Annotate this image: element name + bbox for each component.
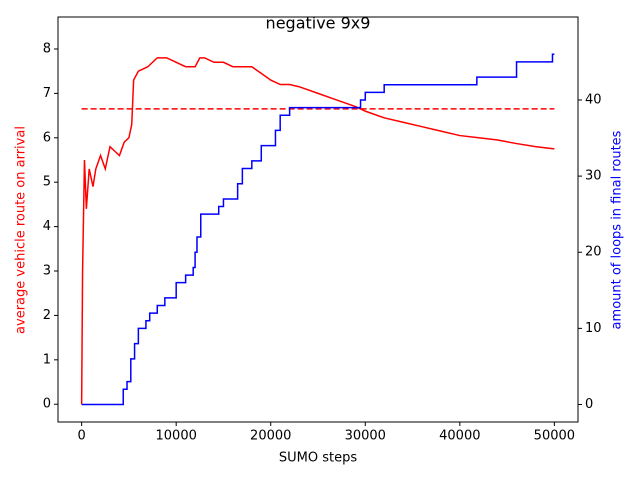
y-tick-label: 2 (43, 308, 51, 323)
x-tick-label: 20000 (250, 429, 291, 444)
y2-tick-label: 40 (585, 92, 602, 107)
x-tick-label: 30000 (345, 429, 386, 444)
x-tick-label: 50000 (534, 429, 575, 444)
chart-title: negative 9x9 (266, 14, 371, 33)
x-tick-label: 10000 (156, 429, 197, 444)
y2-tick-label: 0 (585, 397, 593, 412)
y-tick-label: 4 (43, 219, 51, 234)
y-tick-label: 1 (43, 352, 51, 367)
x-axis-label: SUMO steps (279, 451, 357, 466)
data-line (80, 57, 555, 405)
plot-frame (57, 16, 579, 423)
data-line (81, 53, 555, 406)
y-tick-label: 3 (43, 264, 51, 279)
x-tick-label: 40000 (439, 429, 480, 444)
y-tick-label: 8 (43, 41, 51, 56)
y-tick-label: 5 (43, 175, 51, 190)
x-tick-label: 0 (77, 429, 85, 444)
y-axis-label: average vehicle route on arrival (14, 126, 29, 334)
y2-axis-label: amount of loops in final routes (610, 130, 625, 329)
y2-tick-label: 30 (585, 169, 602, 184)
y-tick-label: 6 (43, 130, 51, 145)
y-tick-label: 7 (43, 86, 51, 101)
y2-tick-label: 20 (585, 245, 602, 260)
y-tick-label: 0 (43, 397, 51, 412)
y2-tick-label: 10 (585, 321, 602, 336)
